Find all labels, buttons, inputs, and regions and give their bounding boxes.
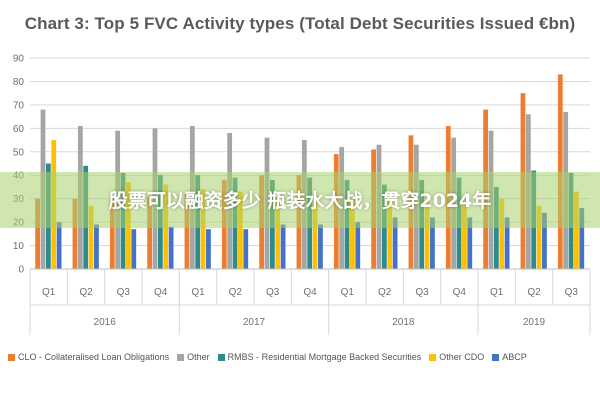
- bar: [392, 217, 398, 269]
- bar: [579, 208, 585, 269]
- x-tick-label: Q3: [266, 287, 280, 298]
- bar: [499, 198, 505, 269]
- legend-label: Other: [187, 352, 210, 362]
- bar: [467, 217, 473, 269]
- bar: [184, 193, 190, 269]
- x-tick-label: Q2: [378, 287, 392, 298]
- bar: [350, 198, 355, 269]
- legend-swatch: [217, 353, 225, 361]
- bar: [557, 74, 563, 270]
- bar: [94, 224, 99, 269]
- bar: [200, 189, 206, 269]
- x-tick-label: Q2: [79, 287, 93, 298]
- legend-swatch: [8, 353, 15, 361]
- bar: [131, 229, 137, 269]
- overlay-text: 股票可以融资多少 瓶装水大战，贯穿2024年: [108, 190, 492, 212]
- legend-swatch: [177, 353, 185, 361]
- bar: [72, 198, 78, 269]
- bar: [574, 191, 579, 269]
- overlay-banner: [0, 172, 600, 228]
- x-tick-label: Q4: [453, 287, 467, 298]
- chart-title: Chart 3: Top 5 FVC Activity types (Total…: [24, 14, 576, 33]
- y-tick-label: 90: [13, 54, 25, 65]
- bar: [243, 229, 249, 269]
- x-tick-label: Q3: [565, 287, 579, 298]
- legend-swatch: [492, 353, 500, 361]
- legend-swatch: [429, 353, 437, 361]
- bar: [275, 196, 281, 269]
- bar: [387, 198, 393, 269]
- x-tick-label: Q4: [303, 287, 317, 298]
- legend-item: CLO - Collateralised Loan Obligations: [8, 352, 169, 362]
- bar: [542, 212, 547, 269]
- year-label: 2018: [392, 317, 415, 328]
- y-tick-label: 10: [13, 241, 25, 252]
- bar: [462, 201, 467, 269]
- x-tick-label: Q1: [191, 287, 205, 298]
- y-tick-label: 70: [13, 100, 25, 111]
- x-tick-label: Q1: [490, 287, 504, 298]
- y-tick-label: 60: [13, 124, 25, 135]
- x-tick-label: Q2: [229, 287, 243, 298]
- legend-item: ABCP: [492, 352, 527, 362]
- bar: [238, 191, 243, 269]
- bar: [318, 224, 323, 269]
- bar: [168, 226, 174, 269]
- x-tick-label: Q2: [527, 287, 541, 298]
- x-tick-label: Q1: [42, 287, 56, 298]
- bar: [280, 224, 286, 269]
- bar: [56, 222, 62, 269]
- legend-item: Other CDO: [429, 352, 484, 362]
- legend-label: CLO - Collateralised Loan Obligations: [18, 352, 170, 362]
- bar: [430, 217, 435, 269]
- bar: [109, 198, 115, 269]
- legend-item: Other: [177, 352, 210, 362]
- x-tick-label: Q1: [341, 287, 355, 298]
- bar: [504, 217, 510, 269]
- legend-item: RMBS - Residential Mortgage Backed Secur…: [217, 352, 422, 362]
- bar: [35, 198, 41, 269]
- bar: [536, 205, 542, 269]
- year-label: 2016: [94, 317, 117, 328]
- x-tick-label: Q3: [117, 287, 131, 298]
- legend-label: RMBS - Residential Mortgage Backed Secur…: [227, 352, 422, 362]
- bar: [206, 229, 211, 269]
- y-tick-label: 80: [13, 77, 25, 88]
- x-tick-label: Q4: [154, 287, 168, 298]
- bar: [88, 205, 94, 269]
- bar: [424, 201, 430, 269]
- bar: [147, 196, 153, 269]
- year-label: 2019: [523, 317, 546, 328]
- legend-label: Other CDO: [439, 352, 485, 362]
- legend-label: ABCP: [502, 352, 527, 362]
- bar: [312, 196, 318, 269]
- x-tick-label: Q3: [415, 287, 429, 298]
- bar: [355, 222, 361, 269]
- chart-legend: CLO - Collateralised Loan Obligations Oth…: [8, 352, 598, 362]
- y-tick-label: 50: [13, 147, 25, 158]
- year-label: 2017: [243, 317, 266, 328]
- y-tick-label: 0: [18, 265, 24, 276]
